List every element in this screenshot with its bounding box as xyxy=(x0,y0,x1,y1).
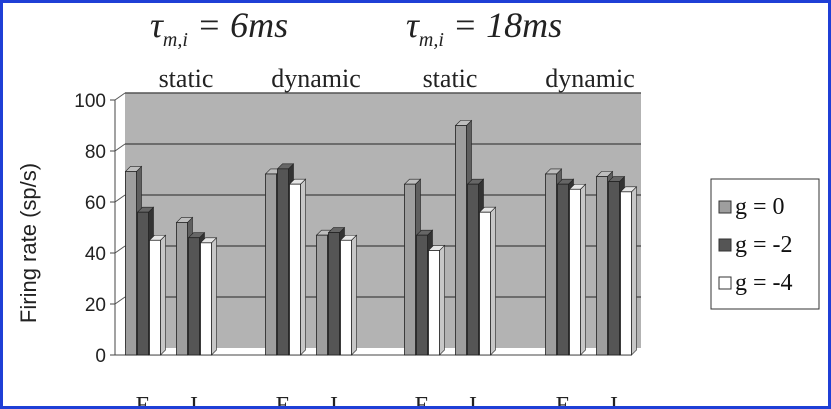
legend-label-g2: g = -2 xyxy=(735,232,793,258)
x-category-label: E xyxy=(136,393,151,406)
condition-label-1: static xyxy=(159,64,214,93)
panel-title-2-subscript: m,i xyxy=(419,29,444,51)
bar-side-g4-6 xyxy=(580,183,586,356)
panel-title-1-symbol: τ xyxy=(150,5,164,45)
plot-background xyxy=(125,93,641,348)
gridline-diagonal xyxy=(114,92,126,101)
legend-swatch-g0 xyxy=(718,200,732,214)
y-tick-label: 40 xyxy=(85,244,106,265)
bar-side-g4-2 xyxy=(300,178,306,356)
condition-label-2: dynamic xyxy=(271,64,361,93)
gridline-diagonal xyxy=(114,194,126,203)
chart: 0 20 40 60 80 100 E I E I E I E I Firing rate (sp/s)… xyxy=(16,5,820,406)
bar-g0-0 xyxy=(125,170,137,356)
bar-g2-6 xyxy=(557,183,569,356)
bar-g0-2 xyxy=(265,173,277,356)
bar-g2-1 xyxy=(188,237,200,356)
legend-swatch-g2 xyxy=(718,238,732,252)
bar-side-g4-4 xyxy=(439,244,445,356)
condition-label-4: dynamic xyxy=(545,64,635,93)
gridline-diagonal xyxy=(114,245,126,254)
x-category-label: E xyxy=(556,393,571,406)
bar-side-g4-0 xyxy=(160,234,166,356)
panel-title-2-rest: = 18ms xyxy=(444,5,562,45)
y-tick-label: 0 xyxy=(95,346,106,367)
bar-g2-0 xyxy=(137,211,149,356)
bar-g4-0 xyxy=(149,239,161,356)
legend-swatch-g4 xyxy=(718,276,732,290)
bar-g2-2 xyxy=(277,168,289,356)
bar-side-g4-5 xyxy=(490,206,496,356)
bars xyxy=(124,119,638,356)
panel-title-1-subscript: m,i xyxy=(163,29,188,51)
bar-side-g4-3 xyxy=(351,234,357,356)
x-category-label: E xyxy=(276,393,291,406)
bar-g4-4 xyxy=(428,250,440,356)
bar-g4-6 xyxy=(569,188,581,356)
y-tick-labels: 0 20 40 60 80 100 xyxy=(74,91,115,367)
bar-side-g4-7 xyxy=(631,186,637,356)
panel-title-2-symbol: τ xyxy=(406,5,420,45)
x-category-label: I xyxy=(469,393,477,406)
bar-g2-7 xyxy=(608,181,620,356)
legend-label-g4: g = -4 xyxy=(735,270,793,296)
bar-g0-4 xyxy=(404,183,416,356)
legend-label-g0: g = 0 xyxy=(735,194,785,220)
bar-g4-2 xyxy=(289,183,301,356)
bar-g4-3 xyxy=(340,239,352,356)
y-axis-label: Firing rate (sp/s) xyxy=(16,163,41,323)
gridline-diagonal xyxy=(114,296,126,305)
x-category-label: I xyxy=(190,393,198,406)
bar-g4-5 xyxy=(479,211,491,356)
bar-g4-7 xyxy=(620,191,632,356)
bar-g0-1 xyxy=(176,221,188,356)
y-tick-label: 20 xyxy=(85,295,106,316)
x-category-label: I xyxy=(610,393,618,406)
bar-g4-1 xyxy=(200,242,212,356)
panel-title-1: τm,i = 6ms xyxy=(150,5,288,51)
gridline-diagonal xyxy=(114,143,126,152)
panel-title-1-rest: = 6ms xyxy=(188,5,288,45)
bar-g2-5 xyxy=(467,183,479,356)
bar-g2-3 xyxy=(328,232,340,356)
bar-g0-6 xyxy=(545,173,557,356)
bar-g0-5 xyxy=(455,125,467,356)
y-tick-label: 80 xyxy=(85,142,106,163)
x-category-label: E xyxy=(415,393,430,406)
bar-side-g4-1 xyxy=(211,237,217,356)
y-tick-label: 60 xyxy=(85,193,106,214)
panel-title-2: τm,i = 18ms xyxy=(406,5,562,51)
bar-g0-7 xyxy=(596,176,608,356)
bar-g0-3 xyxy=(316,234,328,356)
legend: g = 0 g = -2 g = -4 xyxy=(710,178,820,310)
condition-label-3: static xyxy=(423,64,478,93)
x-category-label: I xyxy=(330,393,338,406)
bar-g2-4 xyxy=(416,234,428,356)
y-tick-label: 100 xyxy=(74,91,106,112)
